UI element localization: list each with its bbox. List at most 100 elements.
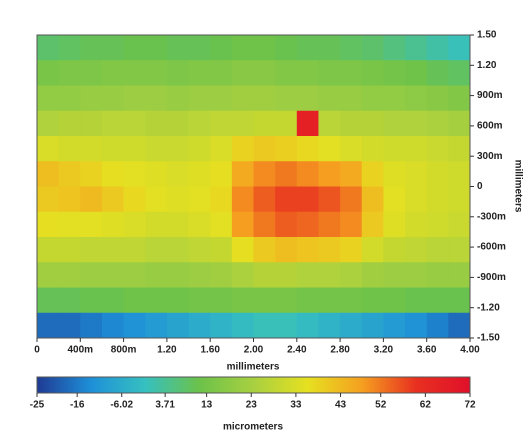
heatmap-cell: [383, 312, 406, 339]
heatmap-cell: [188, 262, 211, 288]
x-tick-label: 2.80: [330, 345, 350, 356]
heatmap-cell: [383, 186, 406, 213]
heatmap-cell: [296, 35, 319, 61]
y-tick-label: 0: [477, 181, 483, 192]
heatmap-cell: [275, 211, 298, 238]
heatmap-cell: [275, 287, 298, 314]
x-tick-label: 0: [34, 345, 40, 356]
heatmap-cell: [340, 60, 363, 86]
heatmap-cell: [101, 287, 125, 314]
heatmap-cell: [166, 85, 190, 112]
heatmap-cell: [101, 161, 125, 187]
heatmap-cell: [231, 312, 254, 339]
y-tick-label: -600m: [477, 242, 506, 253]
x-tick-label: 1.20: [157, 345, 177, 356]
heatmap-cell: [383, 211, 406, 238]
heatmap-cell: [405, 312, 428, 339]
heatmap-cell: [101, 186, 125, 213]
heatmap-cell: [166, 35, 190, 61]
heatmap-cell: [275, 312, 298, 339]
heatmap-cell: [101, 35, 125, 61]
heatmap-cell: [318, 85, 341, 112]
heatmap-cell: [58, 110, 81, 137]
x-tick-label: 2.00: [244, 345, 264, 356]
heatmap-cell: [296, 85, 319, 112]
heatmap-cell: [426, 312, 449, 339]
heatmap-cell: [37, 186, 60, 213]
heatmap-cell: [426, 161, 449, 187]
heatmap-cell: [296, 312, 319, 339]
heatmap-cell: [80, 35, 103, 61]
heatmap-cell: [210, 35, 233, 61]
heatmap-cell: [426, 35, 449, 61]
y-tick-label: -1.20: [477, 302, 500, 313]
colorbar-tick-label: 72: [464, 400, 476, 411]
heatmap-cell: [383, 262, 406, 288]
heatmap-cell: [166, 312, 190, 339]
heatmap-cell: [123, 161, 146, 187]
x-tick-label: 3.20: [374, 345, 394, 356]
heatmap-cell: [231, 211, 254, 238]
heatmap-cell: [145, 60, 168, 86]
heatmap-cell: [210, 161, 233, 187]
heatmap-cell: [448, 60, 471, 86]
heatmap-cell: [318, 237, 341, 263]
heatmap-cell: [275, 85, 298, 112]
heatmap-cell: [448, 186, 471, 213]
heatmap-cell: [58, 85, 81, 112]
colorbar-tick-label: 23: [246, 400, 258, 411]
heatmap-cell: [58, 211, 81, 238]
heatmap-cell: [231, 110, 254, 137]
heatmap-cell: [426, 60, 449, 86]
heatmap-cell: [426, 287, 449, 314]
heatmap-cell: [275, 35, 298, 61]
heatmap-cell: [448, 161, 471, 187]
heatmap-cell: [210, 262, 233, 288]
heatmap-cell: [361, 85, 384, 112]
heatmap-cell: [80, 60, 103, 86]
heatmap-cell: [101, 110, 125, 137]
heatmap-cell: [37, 85, 60, 112]
heatmap-cell: [275, 186, 298, 213]
heatmap-cell: [383, 35, 406, 61]
heatmap-cell: [405, 211, 428, 238]
heatmap-cell: [253, 35, 276, 61]
heatmap-cell: [296, 136, 319, 162]
heatmap-cell: [318, 186, 341, 213]
heatmap-cell: [361, 237, 384, 263]
heatmap-cell: [80, 186, 103, 213]
heatmap-cell: [361, 186, 384, 213]
heatmap-cell: [405, 35, 428, 61]
heatmap-cell: [296, 211, 319, 238]
heatmap-cell: [318, 161, 341, 187]
heatmap-cell: [145, 186, 168, 213]
heatmap-cell: [296, 237, 319, 263]
heatmap-cell: [383, 237, 406, 263]
heatmap-cell: [188, 110, 211, 137]
heatmap-cell: [123, 186, 146, 213]
heatmap-cell: [188, 161, 211, 187]
heatmap-cell: [275, 262, 298, 288]
heatmap-cell: [166, 110, 190, 137]
heatmap-cell: [188, 186, 211, 213]
heatmap-cell: [426, 136, 449, 162]
heatmap-cell: [145, 110, 168, 137]
heatmap-cell: [405, 136, 428, 162]
x-tick-label: 2.40: [287, 345, 307, 356]
heatmap-cell: [318, 312, 341, 339]
y-tick-label: 1.50: [477, 30, 497, 41]
heatmap-cell: [296, 287, 319, 314]
heatmap-cell: [80, 85, 103, 112]
heatmap-cell: [340, 35, 363, 61]
heatmap-cell: [37, 35, 60, 61]
heatmap-cell: [448, 312, 471, 339]
y-tick-label: 1.20: [477, 60, 497, 71]
heatmap-cell: [145, 287, 168, 314]
heatmap-cell: [166, 60, 190, 86]
heatmap-cell: [253, 262, 276, 288]
heatmap-cell: [253, 237, 276, 263]
colorbar-tick-label: 43: [335, 400, 347, 411]
heatmap-cell: [361, 60, 384, 86]
heatmap-cell: [318, 211, 341, 238]
